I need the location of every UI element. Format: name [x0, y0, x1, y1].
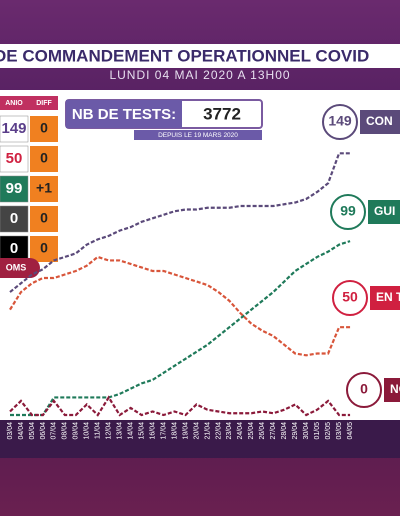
x-tick-label: 05/04 — [29, 422, 36, 440]
table-cell — [0, 175, 29, 203]
x-tick-label: 30/04 — [303, 422, 310, 440]
table-value: 50 — [6, 150, 23, 167]
callout-label-bg — [384, 378, 400, 402]
x-tick-label: 29/04 — [292, 422, 299, 440]
table-cell — [30, 176, 58, 202]
x-tick-label: 21/04 — [204, 422, 211, 440]
table-cell — [30, 116, 58, 142]
x-tick-label: 18/04 — [171, 422, 178, 440]
subtitle: LUNDI 04 MAI 2020 A 13H00 — [109, 68, 290, 82]
x-tick-label: 25/04 — [248, 422, 255, 440]
x-tick-label: 12/04 — [106, 422, 113, 440]
x-tick-label: 26/04 — [259, 422, 266, 440]
callout-value: 50 — [342, 289, 358, 305]
callout-label: EN T — [376, 290, 400, 304]
x-tick-label: 28/04 — [281, 422, 288, 440]
x-axis-band — [0, 420, 400, 458]
column-header: ANIO — [5, 100, 23, 107]
table-value: 0 — [10, 240, 18, 257]
table-cell — [30, 236, 58, 262]
callout-label-bg — [370, 286, 400, 310]
series-line — [10, 240, 351, 417]
callout-bubble — [332, 280, 368, 316]
x-tick-label: 07/04 — [51, 422, 58, 440]
callout-label: GUI — [374, 204, 395, 218]
x-tick-label: 03/05 — [336, 422, 343, 440]
oms-tag — [0, 258, 40, 278]
table-diff: 0 — [40, 120, 48, 136]
table-cell — [30, 206, 58, 232]
tests-note: DEPUIS LE 19 MARS 2020 — [158, 132, 238, 139]
table-diff: 0 — [40, 150, 48, 166]
series-line — [9, 395, 351, 417]
x-tick-label: 03/04 — [7, 422, 14, 440]
x-tick-label: 19/04 — [182, 422, 189, 440]
oms-label: OMS — [6, 262, 27, 272]
x-tick-label: 16/04 — [149, 422, 156, 440]
table-value: 99 — [6, 180, 23, 197]
table-diff: +1 — [36, 180, 52, 196]
x-tick-label: 04/05 — [347, 422, 354, 440]
callout-label-bg — [368, 200, 400, 224]
x-tick-label: 22/04 — [215, 422, 222, 440]
table-diff: 0 — [40, 240, 48, 256]
series-line — [9, 152, 351, 293]
callout-value: 149 — [328, 113, 352, 129]
callout-bubble — [330, 194, 366, 230]
x-tick-label: 14/04 — [128, 422, 135, 440]
callout-bubble — [322, 104, 358, 140]
x-tick-label: 23/04 — [226, 422, 233, 440]
x-tick-label: 17/04 — [160, 422, 167, 440]
table-cell — [0, 115, 29, 143]
table-cell — [30, 146, 58, 172]
x-tick-label: 15/04 — [138, 422, 145, 440]
callout-label-bg — [360, 110, 400, 134]
table-cell — [0, 205, 29, 233]
tests-label: NB DE TESTS: — [72, 106, 176, 123]
x-tick-label: 02/05 — [325, 422, 332, 440]
x-tick-label: 01/05 — [314, 422, 321, 440]
callout-value: 99 — [340, 203, 356, 219]
x-tick-label: 24/04 — [237, 422, 244, 440]
callout-label: CON — [366, 114, 393, 128]
x-tick-label: 27/04 — [270, 422, 277, 440]
x-tick-label: 09/04 — [73, 422, 80, 440]
x-tick-label: 04/04 — [18, 422, 25, 440]
x-tick-label: 10/04 — [84, 422, 91, 440]
tests-value: 3772 — [203, 104, 241, 123]
tests-note-bg — [134, 130, 262, 140]
callout-label: NO — [390, 382, 400, 396]
x-tick-label: 06/04 — [40, 422, 47, 440]
chart-area — [0, 90, 400, 420]
column-header: DIFF — [36, 100, 52, 107]
table-header — [0, 96, 58, 110]
table-value: 0 — [10, 210, 18, 227]
table-cell — [0, 235, 29, 263]
title-bar — [0, 44, 400, 68]
x-tick-label: 13/04 — [117, 422, 124, 440]
callout-bubble — [346, 372, 382, 408]
series-line — [9, 255, 351, 357]
x-tick-label: 11/04 — [95, 422, 102, 439]
tests-label-bg — [66, 100, 182, 128]
table-cell — [0, 145, 29, 173]
x-tick-label: 20/04 — [193, 422, 200, 440]
title: DE COMMANDEMENT OPERATIONNEL COVID — [0, 46, 369, 65]
table-diff: 0 — [40, 210, 48, 226]
table-value: 149 — [1, 120, 26, 137]
x-tick-label: 08/04 — [62, 422, 69, 440]
callout-value: 0 — [360, 381, 368, 397]
